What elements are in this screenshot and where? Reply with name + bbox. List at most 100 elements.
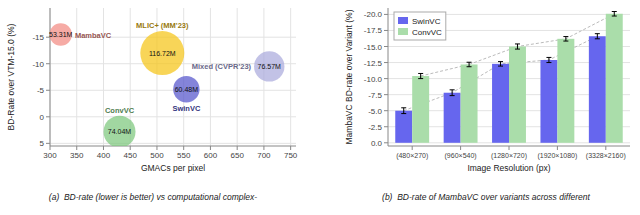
tick-label: 650 <box>230 151 244 160</box>
bubble <box>173 76 199 102</box>
bubble <box>104 116 136 146</box>
tick-mark <box>183 146 184 150</box>
tick-label: -5.0 <box>368 107 382 116</box>
tick-label: 450 <box>124 151 138 160</box>
error-bar <box>498 62 503 66</box>
bar <box>557 39 574 143</box>
y-axis-label: MambaVC BD-rate over Variant (%) <box>344 9 354 144</box>
param-label: 60.48M <box>175 86 199 93</box>
error-bar <box>612 12 617 16</box>
param-label: 74.04M <box>108 128 132 135</box>
y-axis: -15-10-505 <box>32 8 50 148</box>
tick-label: -15 <box>32 33 44 42</box>
y-axis-label: BD-Rate over VTM-15.0 (%) <box>6 23 16 130</box>
x-axis-label: GMACs per pixel <box>141 163 205 173</box>
tick-label: (480×270) <box>396 152 428 160</box>
tick-mark <box>509 146 510 150</box>
tick-mark <box>605 146 606 150</box>
bar <box>412 76 429 143</box>
tick-mark <box>50 146 51 150</box>
tick-label: 550 <box>177 151 191 160</box>
tick-mark <box>237 146 238 150</box>
bar <box>540 60 557 143</box>
error-bar <box>418 73 423 78</box>
grid-line <box>290 8 291 146</box>
tick-mark <box>384 62 388 63</box>
axis-line <box>50 146 296 147</box>
tick-mark <box>384 30 388 31</box>
tick-mark <box>263 146 264 150</box>
tick-mark <box>76 146 77 150</box>
tick-label: -20.0 <box>364 10 383 19</box>
error-bar <box>467 62 472 66</box>
tick-mark <box>384 142 388 143</box>
axis-line <box>50 8 51 146</box>
grid-line <box>76 8 77 146</box>
bar <box>461 64 478 142</box>
tick-label: (3328×2160) <box>586 152 626 160</box>
error-bar <box>515 44 520 49</box>
figure: 300350400450500550600650700750GMACs per … <box>0 0 640 215</box>
tick-mark <box>557 146 558 150</box>
tick-mark <box>460 146 461 150</box>
legend-label: ConvVC <box>412 28 442 37</box>
tick-label: 5 <box>40 139 45 148</box>
tick-mark <box>103 146 104 150</box>
tick-label: 0 <box>40 113 45 122</box>
bubble-name: Mixed (CVPR'23) <box>192 62 252 71</box>
legend: SwinVCConvVC <box>394 12 446 40</box>
tick-mark <box>210 146 211 150</box>
error-bar <box>546 57 551 62</box>
grid-line <box>50 90 296 91</box>
tick-mark <box>46 143 50 144</box>
tick-mark <box>46 116 50 117</box>
bubble <box>254 51 284 81</box>
error-bar <box>450 90 455 96</box>
bubble-name: MLIC+ (MM'23) <box>136 21 189 30</box>
tick-mark <box>290 146 291 150</box>
bar <box>606 14 623 143</box>
tick-label: 0.0 <box>371 139 383 148</box>
caption: (a) BD-rate (lower is better) vs computa… <box>49 192 257 202</box>
tick-label: -15.0 <box>364 43 383 52</box>
tick-label: 750 <box>284 151 298 160</box>
bar <box>492 64 509 143</box>
bar <box>589 36 606 143</box>
tick-mark <box>384 78 388 79</box>
x-axis-label: Image Resolution (px) <box>467 163 550 173</box>
x-axis: 300350400450500550600650700750 <box>43 146 298 160</box>
param-label: 53.31M <box>49 31 73 38</box>
error-bar <box>401 108 406 114</box>
axis-line <box>388 8 389 146</box>
tick-label: (1920×1080) <box>537 152 577 160</box>
tick-mark <box>156 146 157 150</box>
tick-label: -12.5 <box>364 59 383 68</box>
grid <box>388 14 630 142</box>
tick-mark <box>46 90 50 91</box>
bubble-name: ConvVC <box>105 106 135 115</box>
grid <box>50 8 296 146</box>
axis-line <box>388 146 630 147</box>
tick-label: (960×540) <box>445 152 477 160</box>
bubble <box>50 23 72 45</box>
grid-line <box>210 8 211 146</box>
tick-mark <box>384 126 388 127</box>
plot-area <box>50 23 284 146</box>
tick-label: -2.5 <box>368 123 382 132</box>
bubble <box>140 31 184 75</box>
grid-line <box>50 143 296 144</box>
bubble-name: MambaVC <box>75 31 112 40</box>
tick-mark <box>384 94 388 95</box>
caption: (b) BD-rate of MambaVC over variants acr… <box>382 192 590 202</box>
legend-box <box>394 12 446 40</box>
tick-mark <box>130 146 131 150</box>
tick-label: -10 <box>32 60 44 69</box>
plot-area <box>395 12 622 143</box>
grid-line <box>237 8 238 146</box>
tick-label: 300 <box>43 151 57 160</box>
error-bar <box>563 37 568 41</box>
tick-mark <box>384 46 388 47</box>
tick-mark <box>384 14 388 15</box>
tick-label: 350 <box>70 151 84 160</box>
tick-label: -10.0 <box>364 75 383 84</box>
